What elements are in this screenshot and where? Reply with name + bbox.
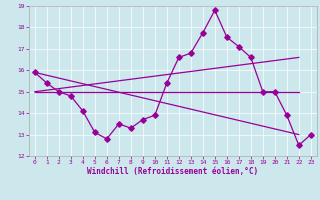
X-axis label: Windchill (Refroidissement éolien,°C): Windchill (Refroidissement éolien,°C) bbox=[87, 167, 258, 176]
